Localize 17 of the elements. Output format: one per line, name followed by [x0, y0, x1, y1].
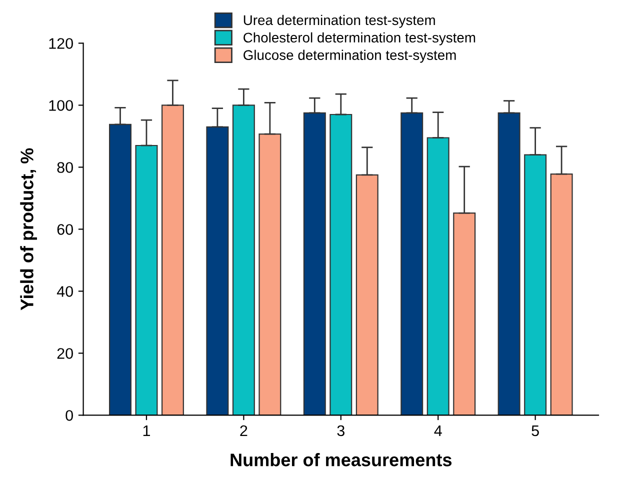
y-tick-label: 40 [56, 286, 73, 297]
y-axis-title: Yield of product, % [20, 148, 37, 310]
x-tick-label: 2 [240, 425, 248, 436]
legend-label: Urea determination test-system [244, 14, 435, 28]
x-axis-title: Number of measurements [230, 453, 452, 466]
y-tick-label: 0 [66, 410, 73, 421]
x-tick-label: 5 [532, 425, 539, 436]
legend-label: Glucose determination test-system [244, 50, 456, 63]
x-tick-label: 4 [434, 425, 442, 436]
y-tick-label: 20 [57, 348, 73, 359]
y-tick-label: 120 [49, 38, 73, 49]
y-tick-label: 100 [49, 100, 73, 111]
y-tick-label: 80 [57, 162, 73, 173]
x-tick-label: 1 [143, 425, 150, 436]
x-tick-label: 3 [337, 425, 344, 436]
y-tick-label: 60 [57, 224, 73, 235]
legend-label: Cholesterol determination test-system [244, 32, 476, 46]
